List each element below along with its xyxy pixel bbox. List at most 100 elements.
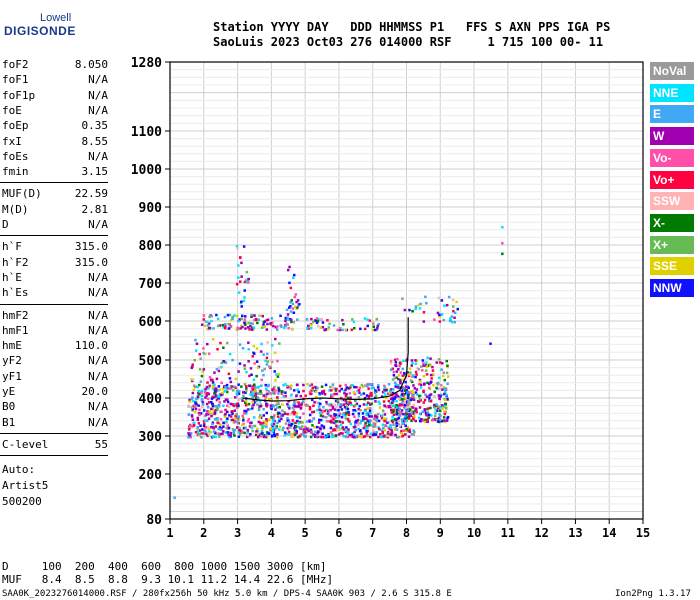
echo-point: [427, 413, 431, 417]
param-value: N/A: [88, 73, 108, 87]
echo-point: [342, 412, 345, 415]
echo-point: [320, 424, 324, 427]
echo-point: [259, 390, 262, 393]
echo-point: [251, 355, 254, 358]
param-row-fof1: foF1 N/A: [2, 73, 108, 87]
echo-point: [252, 378, 256, 382]
echo-point: [388, 404, 391, 408]
echo-point: [331, 383, 335, 386]
echo-point: [378, 406, 382, 409]
echo-point: [195, 397, 198, 400]
y-tick-label: 400: [139, 392, 163, 407]
echo-point: [244, 279, 248, 282]
echo-point: [408, 391, 412, 394]
echo-point: [246, 435, 249, 439]
echo-point: [245, 385, 248, 388]
echo-point: [359, 327, 362, 331]
echo-point: [364, 384, 367, 387]
echo-point: [329, 431, 333, 434]
echo-point: [386, 435, 390, 439]
echo-point: [305, 420, 309, 423]
echo-point: [212, 404, 215, 408]
echo-point: [373, 417, 376, 420]
echo-point: [214, 405, 218, 408]
echo-point: [261, 314, 264, 318]
artist-info-line: 500200: [2, 495, 42, 509]
echo-point: [368, 415, 371, 418]
echo-point: [401, 367, 404, 371]
x-tick-label: 3: [234, 526, 241, 540]
echo-point: [279, 324, 282, 327]
echo-point: [414, 305, 418, 308]
echo-point: [316, 408, 319, 412]
echo-point: [258, 416, 261, 419]
echo-point: [372, 325, 375, 328]
echo-point: [400, 409, 404, 412]
echo-point: [353, 404, 357, 407]
echo-point: [381, 431, 384, 434]
echo-point: [377, 426, 380, 429]
echo-point: [428, 397, 431, 400]
echo-point: [320, 385, 324, 388]
echo-point: [377, 400, 380, 403]
echo-point: [309, 428, 313, 432]
echo-point: [446, 397, 449, 400]
echo-point: [282, 384, 285, 387]
echo-point: [281, 428, 284, 432]
echo-point: [233, 314, 236, 317]
echo-point: [225, 386, 228, 389]
echo-point: [215, 367, 219, 371]
echo-point: [314, 430, 317, 433]
echo-point: [322, 435, 325, 439]
echo-point: [291, 419, 295, 422]
echo-point: [404, 401, 408, 404]
echo-point: [371, 328, 375, 332]
echo-point: [290, 422, 294, 426]
echo-point: [372, 433, 375, 437]
echo-point: [218, 393, 221, 396]
echo-point: [404, 385, 408, 388]
echo-point: [265, 387, 268, 390]
echo-point: [256, 321, 259, 325]
echo-point: [262, 424, 265, 428]
param-key: yF1: [2, 369, 22, 383]
param-value: 8.050: [74, 58, 108, 71]
echo-point: [265, 390, 269, 394]
echo-point: [298, 302, 301, 306]
echo-point: [206, 406, 210, 409]
echo-point: [273, 385, 276, 389]
echo-point: [422, 311, 426, 314]
echo-point: [430, 414, 433, 417]
echo-point: [214, 425, 218, 428]
echo-point: [418, 412, 422, 416]
echo-point: [267, 431, 270, 435]
echo-point: [375, 415, 379, 419]
echo-point: [412, 384, 415, 387]
echo-point: [309, 327, 313, 330]
echo-point: [190, 397, 194, 401]
param-row-fmin: fmin 3.15: [2, 165, 108, 179]
echo-point: [213, 409, 216, 412]
echo-point: [216, 395, 220, 399]
echo-point: [385, 405, 389, 409]
echo-point: [377, 412, 380, 416]
echo-point: [418, 307, 422, 310]
echo-point: [307, 327, 310, 330]
echo-point: [376, 386, 380, 389]
echo-point: [321, 432, 324, 435]
echo-point: [342, 403, 346, 406]
echo-point: [243, 289, 246, 292]
echo-point: [325, 402, 329, 406]
param-row-yf2: yF2 N/A: [2, 354, 108, 368]
echo-point: [434, 408, 437, 411]
echo-point: [334, 416, 337, 420]
echo-point: [231, 410, 234, 413]
echo-point: [285, 322, 288, 326]
echo-point: [381, 409, 385, 412]
echo-point: [399, 362, 402, 366]
echo-point: [276, 433, 279, 436]
echo-point: [295, 300, 298, 304]
echo-point: [318, 411, 322, 415]
echo-point: [333, 413, 336, 416]
echo-point: [427, 407, 430, 410]
